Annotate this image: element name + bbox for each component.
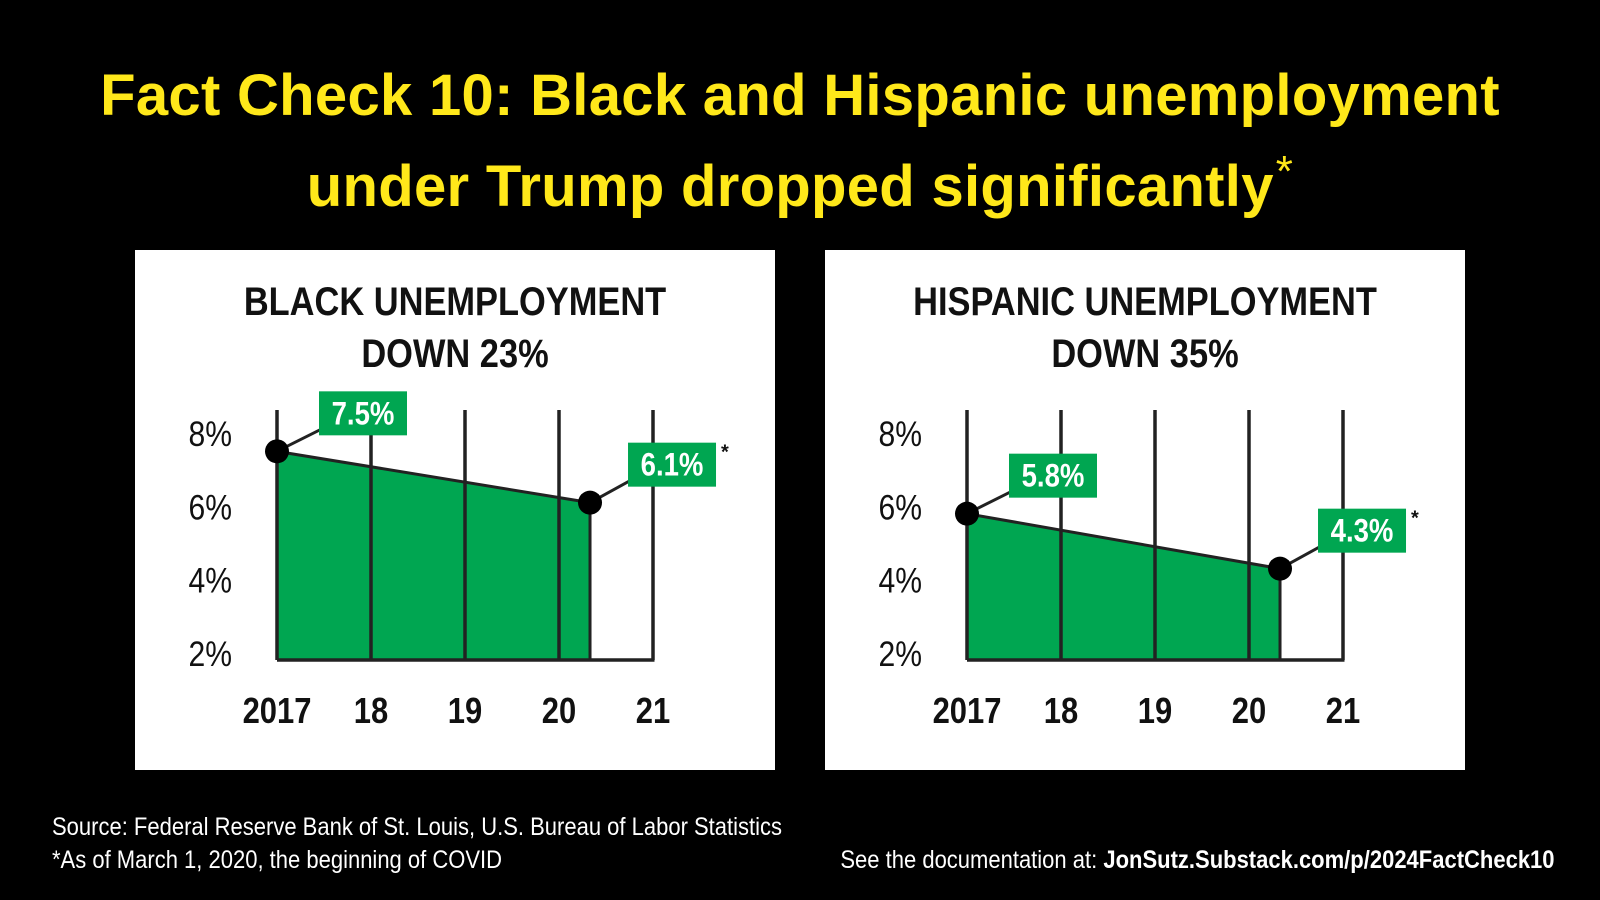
black-unemployment-chart: 8% 6% 4% 2% 2017 18 19 20 21 7.5% 6.1% *: [189, 391, 729, 732]
area-fill: [277, 451, 591, 660]
chart-title-line-2: DOWN 23%: [361, 332, 549, 376]
x-tick-label: 21: [636, 692, 670, 732]
x-tick-label: 20: [542, 692, 576, 732]
data-label-box: [1009, 453, 1097, 498]
data-label: 7.5%: [332, 396, 395, 431]
chart-title: HISPANIC UNEMPLOYMENT DOWN 35%: [870, 276, 1420, 380]
headline: Fact Check 10: Black and Hispanic unempl…: [0, 58, 1600, 225]
headline-line-2: under Trump dropped significantly*: [0, 134, 1600, 225]
y-tick-label: 8%: [879, 414, 922, 454]
source-note: Source: Federal Reserve Bank of St. Loui…: [52, 813, 783, 841]
chart-title-line-2: DOWN 35%: [1051, 332, 1239, 376]
data-label: 5.8%: [1022, 459, 1085, 494]
data-point: [265, 439, 289, 464]
x-tick-label: 21: [1326, 692, 1360, 732]
chart-title-line-1: BLACK UNEMPLOYMENT: [243, 280, 667, 324]
data-label-asterisk: *: [721, 442, 729, 464]
x-tick-label: 2017: [243, 692, 312, 732]
x-tick-label: 19: [448, 692, 482, 732]
documentation-link[interactable]: JonSutz.Substack.com/p/2024FactCheck10: [1103, 846, 1555, 874]
trend-line: [276, 449, 591, 505]
x-tick-label: 18: [1044, 692, 1078, 732]
chart-title-line-1: HISPANIC UNEMPLOYMENT: [913, 280, 1377, 324]
y-tick-label: 2%: [189, 634, 232, 674]
data-label-box: [1318, 508, 1407, 553]
black-unemployment-panel: BLACK UNEMPLOYMENT DOWN 23% 8% 6% 4% 2% 2017…: [135, 250, 775, 770]
y-tick-label: 6%: [189, 487, 232, 527]
headline-line-1: Fact Check 10: Black and Hispanic unempl…: [100, 63, 1500, 128]
x-tick-label: 19: [1138, 692, 1172, 732]
documentation-prefix: See the documentation at:: [840, 846, 1104, 874]
y-tick-label: 8%: [189, 414, 232, 454]
trend-line: [966, 512, 1281, 571]
area-fill: [967, 513, 1281, 660]
data-label: 4.3%: [1331, 514, 1394, 549]
documentation-note: See the documentation at: JonSutz.Substa…: [841, 845, 1555, 875]
data-point: [578, 490, 603, 515]
data-label: 6.1%: [641, 448, 704, 483]
y-tick-label: 4%: [879, 560, 922, 600]
hispanic-unemployment-chart: 8% 6% 4% 2% 2017 18 19 20 21 5.8% 4.3% *: [879, 410, 1419, 732]
x-tick-label: 2017: [933, 692, 1002, 732]
covid-footnote: *As of March 1, 2020, the beginning of C…: [52, 846, 503, 874]
data-point: [955, 501, 979, 526]
headline-asterisk: *: [1275, 147, 1294, 196]
data-point: [1268, 556, 1293, 581]
hispanic-unemployment-panel: HISPANIC UNEMPLOYMENT DOWN 35% 8% 6% 4% 2% 2…: [825, 250, 1465, 770]
y-tick-label: 4%: [189, 560, 232, 600]
y-tick-label: 6%: [879, 487, 922, 527]
headline-line-2-text: under Trump dropped significantly: [306, 154, 1274, 219]
x-tick-label: 20: [1232, 692, 1266, 732]
data-label-box: [319, 391, 407, 436]
y-tick-label: 2%: [879, 634, 922, 674]
data-label-box: [628, 442, 717, 487]
chart-title: BLACK UNEMPLOYMENT DOWN 23%: [180, 276, 730, 380]
data-label-asterisk: *: [1411, 508, 1419, 530]
x-tick-label: 18: [354, 692, 388, 732]
